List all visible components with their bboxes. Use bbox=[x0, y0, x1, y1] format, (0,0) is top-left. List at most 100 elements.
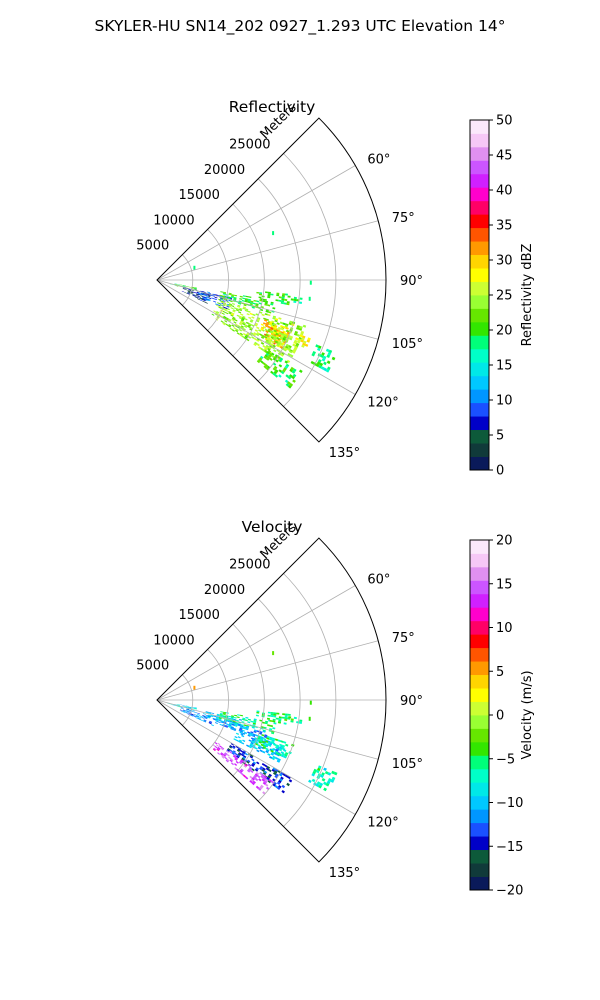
echo-cell bbox=[256, 332, 260, 335]
echo-cell bbox=[188, 706, 192, 708]
echo-cell bbox=[273, 365, 278, 370]
echo-cell bbox=[260, 726, 264, 729]
echo-cell bbox=[289, 354, 294, 358]
echo-cell bbox=[244, 719, 248, 722]
echo-cell bbox=[203, 719, 207, 722]
echo-cell bbox=[176, 705, 180, 707]
echo-cell bbox=[278, 785, 282, 789]
echo-cell bbox=[270, 330, 274, 333]
echo-cell bbox=[184, 292, 188, 294]
echo-cell bbox=[283, 332, 287, 336]
colorbar-tick-label: 0 bbox=[496, 709, 504, 724]
echo-cell bbox=[259, 738, 263, 741]
echo-cell bbox=[283, 367, 287, 371]
echo-cell bbox=[217, 747, 220, 751]
echo-cell bbox=[185, 289, 189, 291]
echo-cell bbox=[197, 292, 201, 294]
echo-cell bbox=[265, 318, 269, 321]
echo-cell bbox=[298, 301, 303, 304]
echo-cell bbox=[179, 706, 183, 708]
echo-cell bbox=[311, 773, 315, 777]
echo-cell bbox=[235, 732, 239, 735]
echo-cell bbox=[215, 718, 219, 721]
echo-cell bbox=[325, 368, 330, 373]
echo-cell bbox=[233, 718, 237, 721]
echo-cell bbox=[245, 295, 249, 298]
colorbar-tick-label: 5 bbox=[496, 429, 504, 444]
echo-cell bbox=[261, 769, 265, 772]
echo-cell bbox=[247, 731, 251, 734]
echo-cell bbox=[325, 348, 330, 353]
echo-cell bbox=[218, 717, 222, 719]
echo-cell bbox=[288, 337, 293, 341]
echo-cell bbox=[213, 715, 217, 718]
echo-region bbox=[308, 765, 338, 792]
echo-cell bbox=[197, 293, 201, 295]
echo-cell bbox=[266, 766, 271, 769]
echo-cell bbox=[251, 762, 256, 766]
colorbar-segment bbox=[470, 553, 489, 568]
colorbar-segment bbox=[470, 715, 489, 729]
colorbar-tick-label: 20 bbox=[496, 534, 513, 549]
echo-cell bbox=[209, 294, 213, 296]
echo-cell bbox=[265, 300, 269, 303]
echo-cell bbox=[278, 779, 282, 784]
colorbar-segment bbox=[470, 782, 489, 797]
echo-cell bbox=[253, 729, 257, 732]
echo-cell bbox=[194, 287, 197, 289]
echo-cell bbox=[287, 375, 292, 380]
echo-cell bbox=[234, 763, 238, 766]
colorbar-segment bbox=[470, 593, 489, 608]
radial-tick-label: 15000 bbox=[179, 188, 220, 203]
echo-cell bbox=[219, 714, 223, 717]
echo-cell bbox=[220, 711, 224, 713]
echo-cell bbox=[225, 759, 229, 763]
colorbar-tick-label: 15 bbox=[496, 359, 513, 374]
echo-cell bbox=[235, 745, 239, 749]
echo-cell bbox=[230, 726, 234, 729]
echo-cell bbox=[268, 322, 273, 326]
echo-cell bbox=[207, 715, 211, 718]
echo-cell bbox=[207, 714, 211, 717]
echo-cell bbox=[257, 787, 262, 791]
echo-cell bbox=[247, 769, 251, 773]
echo-cell bbox=[247, 734, 251, 737]
echo-cell bbox=[324, 771, 329, 775]
echo-cell bbox=[280, 327, 284, 331]
echo-cell bbox=[241, 316, 245, 320]
echo-cell bbox=[215, 303, 219, 306]
echo-cell bbox=[278, 359, 283, 363]
echo-cell bbox=[228, 303, 232, 306]
echo-cell bbox=[266, 737, 270, 740]
echo-cell bbox=[201, 290, 205, 293]
echo-cell bbox=[254, 322, 259, 326]
echo-cell bbox=[234, 294, 238, 297]
echo-cell bbox=[299, 369, 303, 373]
echo-cell bbox=[229, 759, 233, 763]
echo-cell bbox=[262, 344, 266, 348]
echo-cell bbox=[250, 731, 254, 734]
echo-cell bbox=[263, 317, 267, 320]
echo-cell bbox=[269, 736, 273, 740]
echo-cell bbox=[183, 287, 186, 289]
echo-cell bbox=[193, 715, 196, 718]
colorbar-segment bbox=[470, 321, 489, 336]
echo-cell bbox=[249, 775, 253, 779]
echo-cell bbox=[236, 755, 240, 759]
echo-cell bbox=[230, 726, 234, 729]
echo-cell bbox=[280, 740, 284, 743]
echo-cell bbox=[185, 710, 189, 712]
echo-cell bbox=[185, 710, 189, 712]
echo-cell bbox=[228, 756, 232, 760]
echo-cell bbox=[239, 295, 243, 298]
echo-cell bbox=[250, 720, 254, 723]
echo-cell bbox=[197, 297, 201, 299]
echo-cell bbox=[251, 324, 255, 327]
panel-title: Reflectivity bbox=[229, 98, 316, 116]
echo-cell bbox=[251, 336, 255, 339]
echo-cell bbox=[227, 319, 231, 322]
echo-cell bbox=[224, 752, 228, 755]
echo-cell bbox=[256, 339, 260, 342]
echo-cell bbox=[239, 728, 243, 731]
echo-cell bbox=[259, 772, 263, 776]
